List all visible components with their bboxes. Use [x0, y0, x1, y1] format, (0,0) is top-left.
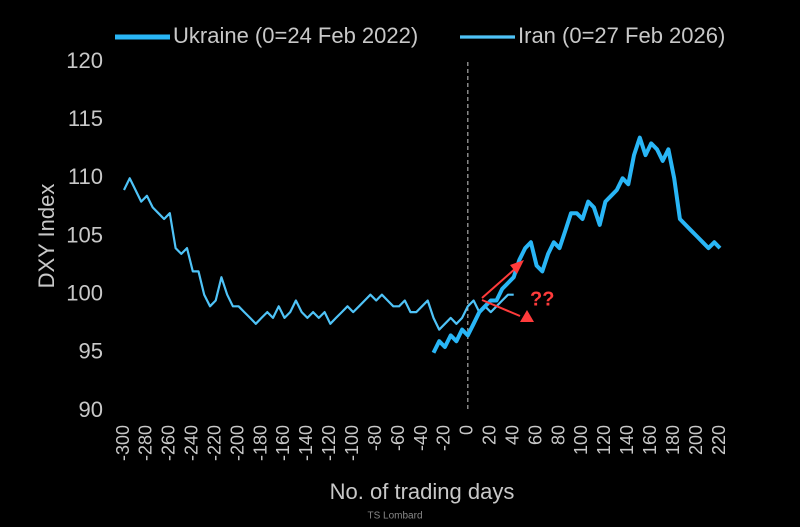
y-tick-label: 95	[79, 339, 103, 364]
y-tick-label: 105	[66, 222, 103, 247]
x-tick-label: 200	[686, 425, 706, 455]
x-tick-label: 180	[663, 425, 683, 455]
x-tick-label: 120	[594, 425, 614, 455]
y-tick-label: 110	[68, 164, 103, 189]
x-tick-label: -20	[434, 425, 454, 451]
series-line	[431, 135, 722, 354]
x-tick-label: -40	[411, 425, 431, 451]
x-tick-label: -280	[136, 425, 156, 461]
x-tick-label: -100	[342, 425, 362, 461]
x-tick-label: -220	[204, 425, 224, 461]
x-tick-label: -80	[365, 425, 385, 451]
x-tick-label: -240	[182, 425, 202, 461]
x-tick-label: 40	[502, 425, 522, 445]
x-tick-label: 0	[457, 425, 477, 435]
source: TS Lombard	[367, 511, 422, 522]
x-tick-label: 20	[480, 425, 500, 445]
arrow-down	[481, 299, 521, 317]
x-tick-label: 80	[548, 425, 568, 445]
x-tick-label: -60	[388, 425, 408, 451]
x-tick-label: -140	[296, 425, 316, 461]
y-tick-label: 90	[79, 397, 103, 422]
plot-area	[123, 62, 722, 411]
y-tick-label: 100	[66, 280, 103, 305]
annotation: ??	[530, 288, 554, 310]
x-tick-label: 100	[571, 425, 591, 455]
x-tick-label: 220	[709, 425, 729, 455]
x-tick-label: 60	[525, 425, 545, 445]
arrows	[481, 260, 534, 322]
arrow-up	[481, 267, 517, 299]
series-line	[123, 177, 514, 331]
x-tick-label: -180	[250, 425, 270, 461]
x-tick-label: 140	[617, 425, 637, 455]
y-tick-label: 120	[66, 48, 103, 73]
x-tick-label: -200	[227, 425, 247, 461]
x-tick-label: -300	[113, 425, 133, 461]
legend-label: Ukraine (0=24 Feb 2022)	[173, 23, 418, 48]
y-tick-label: 115	[68, 106, 103, 131]
legend-label: Iran (0=27 Feb 2026)	[518, 23, 725, 48]
arrow-head	[510, 260, 524, 274]
x-tick-label: -160	[273, 425, 293, 461]
x-tick-label: -120	[319, 425, 339, 461]
x-tick-label: -260	[159, 425, 179, 461]
x-axis-label: No. of trading days	[330, 479, 515, 504]
arrow-head	[520, 310, 534, 322]
x-tick-label: 160	[640, 425, 660, 455]
y-axis-label: DXY Index	[34, 184, 59, 289]
